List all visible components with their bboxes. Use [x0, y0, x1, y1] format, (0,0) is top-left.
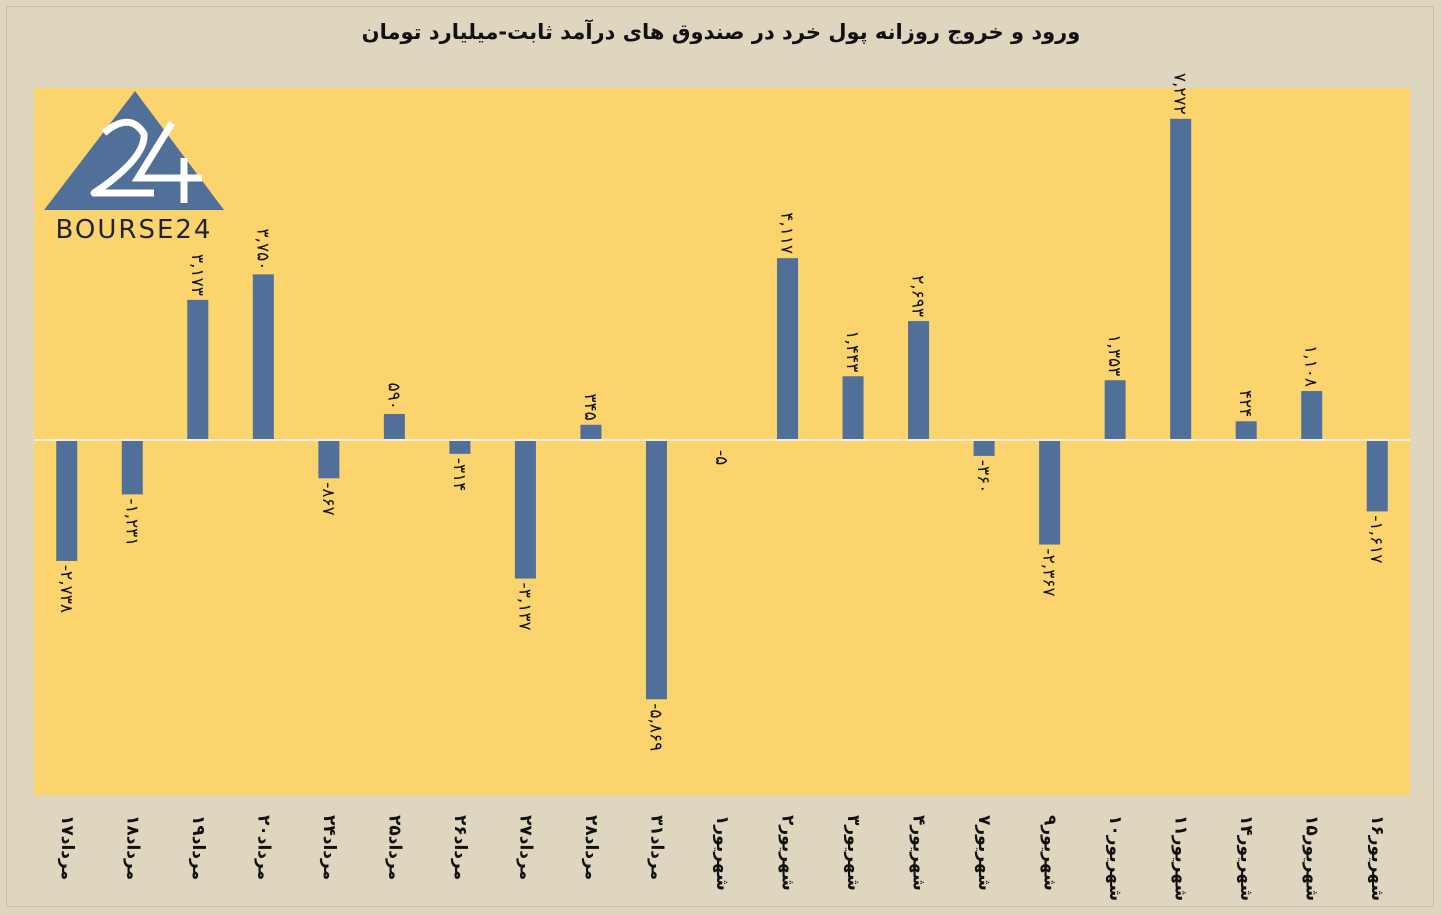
logo-digit-4	[131, 121, 202, 203]
data-label-15: -۳۶۰	[973, 460, 993, 494]
bars-layer	[56, 118, 1388, 700]
bar-20	[1301, 391, 1323, 440]
category-label-14: ۴شهریور	[909, 815, 929, 891]
data-label-4: ۳,۷۵۰	[252, 228, 272, 270]
data-label-16: -۲,۳۶۷	[1039, 549, 1059, 597]
bar-14	[908, 321, 930, 440]
data-label-5: -۸۶۷	[318, 482, 338, 516]
logo-text: BOURSE24	[56, 215, 213, 243]
data-label-2: -۱,۲۳۱	[121, 498, 141, 546]
category-label-4: ۲۰مرداد	[253, 815, 273, 880]
category-label-16: ۹شهریور	[1040, 815, 1060, 891]
chart-frame	[6, 6, 1434, 907]
category-label-5: ۲۴مرداد	[319, 815, 339, 880]
bar-5	[318, 440, 340, 479]
data-label-3: ۳,۱۷۳	[187, 254, 207, 296]
category-label-20: ۱۵شهریور	[1302, 815, 1322, 901]
bar-6	[383, 413, 405, 440]
data-label-8: -۳,۱۳۷	[514, 583, 534, 631]
category-label-1: ۱۷مرداد	[57, 815, 77, 880]
bar-1	[56, 440, 78, 561]
bar-9	[580, 424, 602, 440]
category-label-19: ۱۴شهریور	[1236, 815, 1256, 901]
bar-16	[1039, 440, 1061, 545]
data-label-21: -۱,۶۱۷	[1366, 515, 1386, 563]
category-label-21: ۱۶شهریور	[1367, 815, 1387, 901]
data-label-10: -۵,۸۶۹	[645, 703, 665, 751]
bar-12	[777, 258, 799, 440]
category-label-10: ۳۱مرداد	[646, 815, 666, 880]
category-label-7: ۲۶مرداد	[450, 815, 470, 880]
data-label-11: -۵	[711, 450, 731, 465]
bar-21	[1366, 440, 1388, 512]
chart-title: ورود و خروج روزانه پول خرد در صندوق های …	[361, 20, 1081, 44]
category-labels-layer: ۱۷مرداد ۱۸مرداد ۱۹مرداد ۲۰مرداد ۲۴مرداد ۲۵مرد…	[57, 815, 1387, 901]
bar-4	[252, 274, 274, 440]
bar-18	[1170, 118, 1192, 440]
data-label-18: ۷,۲۷۲	[1170, 73, 1190, 115]
data-label-9: ۳۴۵	[580, 393, 600, 420]
category-label-18: ۱۱شهریور	[1171, 815, 1191, 901]
bourse24-logo: BOURSE24	[44, 91, 224, 243]
bar-10	[645, 440, 667, 700]
data-label-20: ۱,۱۰۸	[1301, 345, 1321, 387]
bar-8	[514, 440, 536, 579]
bar-2	[121, 440, 143, 495]
bar-13	[842, 376, 864, 440]
data-label-19: ۴۲۴	[1235, 390, 1255, 417]
logo-digit-2	[90, 118, 154, 197]
data-label-1: -۲,۷۳۸	[56, 565, 76, 613]
data-label-12: ۴,۱۱۷	[777, 212, 797, 254]
category-label-11: ۱شهریور	[712, 815, 732, 891]
data-labels-layer: -۲,۷۳۸ -۱,۲۳۱ ۳,۱۷۳ ۳,۷۵۰ -۸۶۷ ۵۹۰ -۳۱۴ -۳,۱۳۷ ۳…	[56, 73, 1386, 751]
bar-15	[973, 440, 995, 456]
bar-19	[1235, 421, 1257, 440]
data-label-14: ۲,۶۹۳	[908, 275, 928, 317]
category-label-2: ۱۸مرداد	[122, 815, 142, 880]
bar-3	[187, 299, 209, 440]
category-label-13: ۳شهریور	[843, 815, 863, 891]
category-label-8: ۲۷مرداد	[515, 815, 535, 880]
data-label-13: ۱,۴۴۳	[842, 330, 862, 372]
data-label-17: ۱,۳۵۳	[1104, 334, 1124, 376]
category-label-6: ۲۵مرداد	[384, 815, 404, 880]
data-label-6: ۵۹۰	[383, 383, 403, 410]
category-label-15: ۷شهریور	[974, 815, 994, 891]
bar-7	[449, 440, 471, 454]
data-label-7: -۳۱۴	[449, 458, 469, 492]
category-label-9: ۲۸مرداد	[581, 815, 601, 880]
category-label-12: ۲شهریور	[778, 815, 798, 891]
category-label-17: ۱۰شهریور	[1105, 815, 1125, 901]
category-label-3: ۱۹مرداد	[188, 815, 208, 880]
bar-17	[1104, 380, 1126, 440]
